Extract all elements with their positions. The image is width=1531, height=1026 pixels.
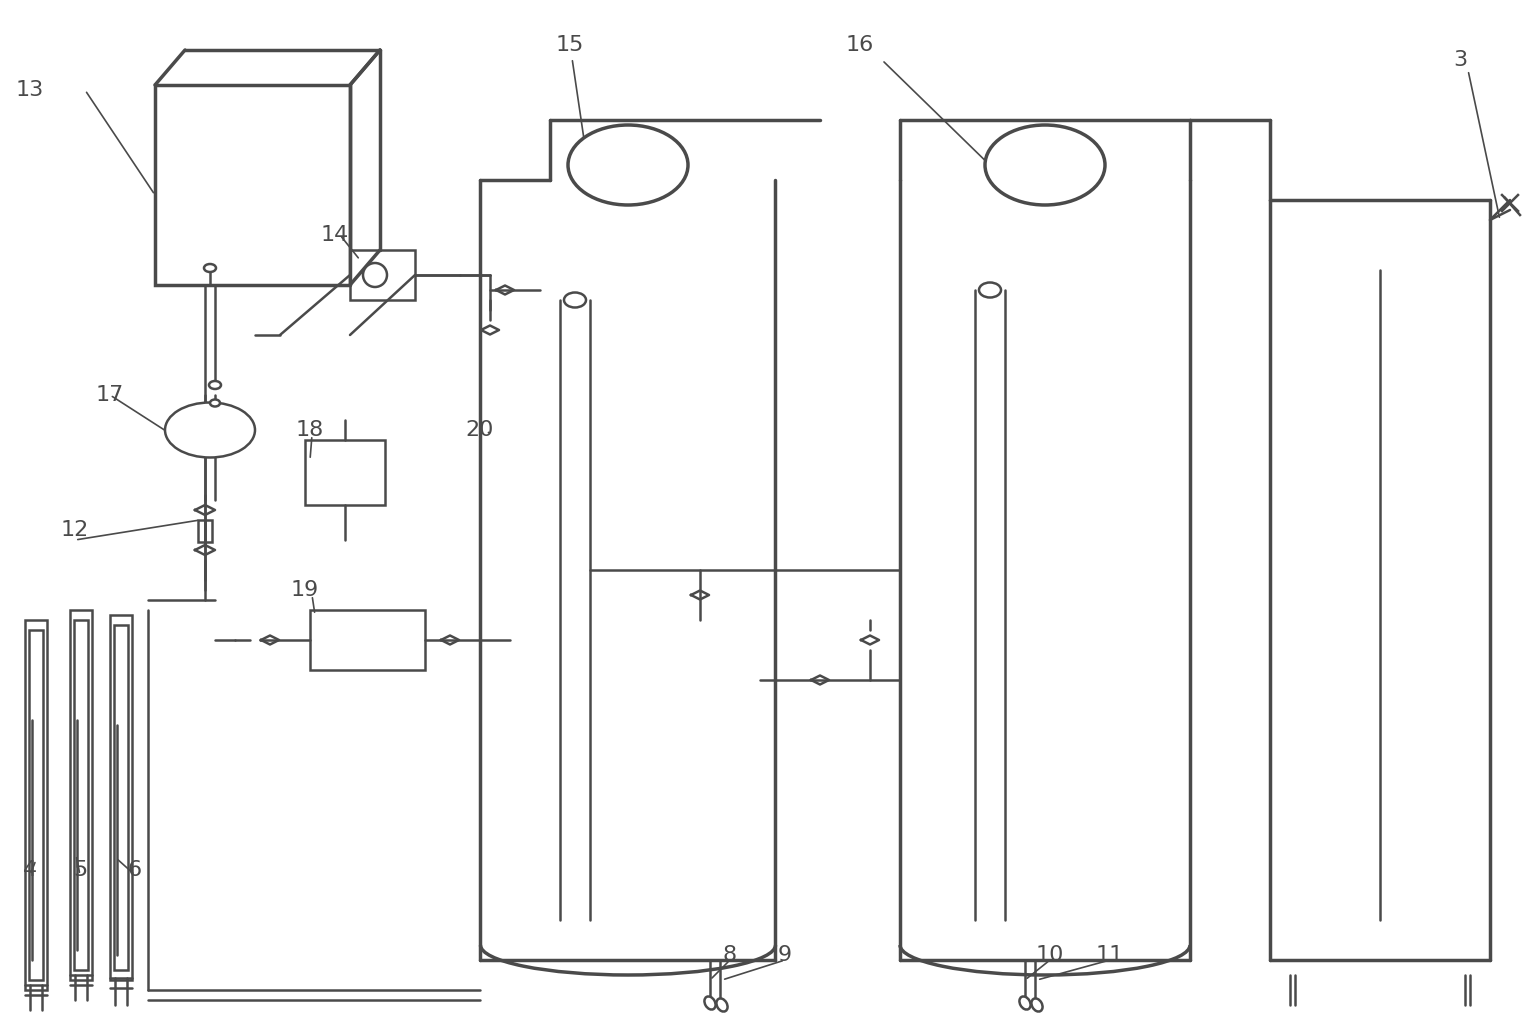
Ellipse shape <box>210 381 220 389</box>
Text: 18: 18 <box>295 420 325 440</box>
Bar <box>70 610 92 980</box>
Ellipse shape <box>568 125 687 205</box>
Text: 19: 19 <box>291 580 318 600</box>
Bar <box>73 620 87 970</box>
Bar <box>309 610 426 670</box>
Bar <box>110 615 132 980</box>
Text: 15: 15 <box>556 35 585 55</box>
Text: 17: 17 <box>96 385 124 405</box>
Bar <box>351 250 415 300</box>
Text: 4: 4 <box>23 860 37 880</box>
Text: 20: 20 <box>465 420 495 440</box>
Text: 10: 10 <box>1036 945 1064 965</box>
Text: 13: 13 <box>15 80 44 100</box>
Text: 8: 8 <box>723 945 736 965</box>
Ellipse shape <box>1032 998 1043 1012</box>
Bar <box>305 440 384 505</box>
Bar <box>155 85 351 285</box>
Bar <box>197 520 211 542</box>
Ellipse shape <box>204 264 216 272</box>
Text: 9: 9 <box>778 945 792 965</box>
Ellipse shape <box>165 402 256 458</box>
Bar <box>24 620 47 990</box>
Ellipse shape <box>717 998 727 1012</box>
Text: 12: 12 <box>61 520 89 540</box>
Bar <box>29 630 43 980</box>
Bar <box>113 625 129 970</box>
Text: 11: 11 <box>1096 945 1124 965</box>
Text: 6: 6 <box>129 860 142 880</box>
Text: 5: 5 <box>73 860 87 880</box>
Text: 3: 3 <box>1453 50 1467 70</box>
Ellipse shape <box>984 125 1105 205</box>
Ellipse shape <box>978 282 1001 298</box>
Circle shape <box>363 263 387 287</box>
Ellipse shape <box>704 996 715 1010</box>
Ellipse shape <box>210 399 220 406</box>
Text: 14: 14 <box>322 225 349 245</box>
Ellipse shape <box>1020 996 1030 1010</box>
Text: 16: 16 <box>845 35 874 55</box>
Ellipse shape <box>563 292 586 308</box>
